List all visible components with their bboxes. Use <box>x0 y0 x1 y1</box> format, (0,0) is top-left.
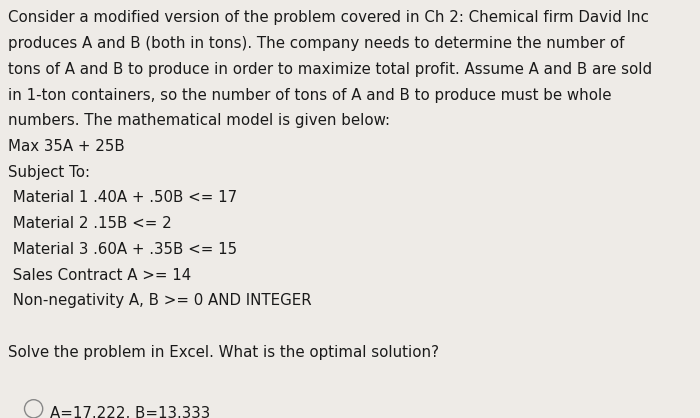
Text: Max 35A + 25B: Max 35A + 25B <box>8 139 125 154</box>
Text: A=17.222, B=13.333: A=17.222, B=13.333 <box>50 406 210 418</box>
Text: Material 1 .40A + .50B <= 17: Material 1 .40A + .50B <= 17 <box>8 191 237 205</box>
Text: Material 2 .15B <= 2: Material 2 .15B <= 2 <box>8 216 172 231</box>
Text: Non-negativity A, B >= 0 AND INTEGER: Non-negativity A, B >= 0 AND INTEGER <box>8 293 312 308</box>
Text: Material 3 .60A + .35B <= 15: Material 3 .60A + .35B <= 15 <box>8 242 237 257</box>
Text: numbers. The mathematical model is given below:: numbers. The mathematical model is given… <box>8 113 391 128</box>
Text: Subject To:: Subject To: <box>8 165 90 180</box>
Text: Consider a modified version of the problem covered in Ch 2: Chemical firm David : Consider a modified version of the probl… <box>8 10 650 25</box>
Text: Sales Contract A >= 14: Sales Contract A >= 14 <box>8 268 192 283</box>
Text: tons of A and B to produce in order to maximize total profit. Assume A and B are: tons of A and B to produce in order to m… <box>8 62 652 77</box>
Text: Solve the problem in Excel. What is the optimal solution?: Solve the problem in Excel. What is the … <box>8 344 440 359</box>
Text: in 1-ton containers, so the number of tons of A and B to produce must be whole: in 1-ton containers, so the number of to… <box>8 88 612 102</box>
Text: produces A and B (both in tons). The company needs to determine the number of: produces A and B (both in tons). The com… <box>8 36 625 51</box>
